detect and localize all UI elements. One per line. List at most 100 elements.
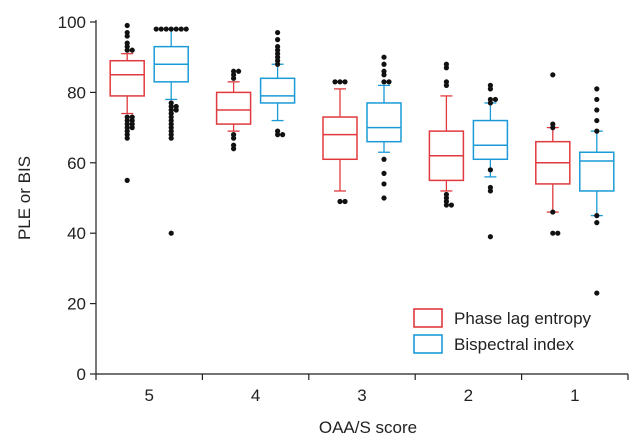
outlier-point <box>168 26 174 32</box>
y-tick-label: 60 <box>67 154 86 173</box>
outlier-point <box>487 96 493 103</box>
outlier-point <box>594 107 600 113</box>
outlier-point <box>158 26 164 32</box>
x-tick-label: 4 <box>251 386 260 405</box>
y-tick-label: 80 <box>67 83 86 102</box>
outlier-point <box>381 181 387 187</box>
outlier-point <box>124 29 130 36</box>
box <box>472 82 509 240</box>
x-axis: 5 4 3 2 1 <box>95 373 629 405</box>
box <box>428 61 465 208</box>
outlier-point <box>386 79 392 85</box>
x-tick-label: 5 <box>144 386 153 405</box>
outlier-point <box>275 128 281 134</box>
outlier-point <box>443 191 449 198</box>
legend-swatch <box>413 308 443 328</box>
outlier-point <box>448 202 454 208</box>
outlier-point <box>443 61 449 67</box>
box-iqr <box>322 116 358 161</box>
y-axis: 0 20 40 60 80 100 <box>58 13 97 384</box>
box <box>153 26 189 236</box>
legend-label: Bispectral index <box>454 335 575 354</box>
box-iqr <box>366 102 402 143</box>
outlier-point <box>124 22 130 29</box>
outlier-point <box>594 86 600 92</box>
outlier-point <box>168 100 174 106</box>
outlier-point <box>381 79 387 85</box>
outlier-point <box>594 290 600 296</box>
outlier-point <box>178 26 184 32</box>
y-tick-label: 20 <box>67 295 86 314</box>
y-tick-label: 40 <box>67 224 86 243</box>
x-axis-title: OAA/S score <box>319 418 417 437</box>
outlier-point <box>183 26 189 32</box>
box <box>215 68 252 152</box>
box-iqr <box>579 151 615 192</box>
outlier-point <box>153 26 159 32</box>
y-tick-label: 0 <box>77 365 86 384</box>
outlier-point <box>236 68 242 74</box>
outlier-point <box>594 117 600 124</box>
outlier-point <box>275 37 281 43</box>
outlier-point <box>275 29 281 36</box>
outlier-point <box>381 156 387 162</box>
outlier-point <box>342 79 348 85</box>
outlier-point <box>594 128 600 134</box>
outlier-point <box>555 230 561 236</box>
box-iqr <box>259 77 296 104</box>
outlier-point <box>124 177 130 183</box>
box-iqr <box>109 59 145 97</box>
outlier-point <box>231 132 237 138</box>
legend: Phase lag entropy Bispectral index <box>413 308 592 354</box>
outlier-point <box>487 82 493 88</box>
outlier-point <box>550 230 556 236</box>
outlier-point <box>337 79 343 85</box>
outlier-point <box>487 234 493 240</box>
outlier-point <box>381 195 387 201</box>
outlier-point <box>280 132 286 138</box>
x-tick-label: 3 <box>357 386 366 405</box>
outlier-point <box>231 68 237 74</box>
outlier-point <box>550 209 556 215</box>
outlier-point <box>342 198 348 205</box>
outlier-point <box>124 114 130 120</box>
box <box>322 79 358 205</box>
outlier-point <box>594 213 600 219</box>
x-tick-label: 1 <box>570 386 579 405</box>
legend-label: Phase lag entropy <box>454 309 592 328</box>
legend-swatch <box>413 334 443 354</box>
outlier-point <box>231 142 237 148</box>
outlier-point <box>173 26 179 32</box>
outlier-point <box>443 79 449 85</box>
box-plot-series <box>109 22 615 296</box>
outlier-point <box>168 230 174 236</box>
box-iqr <box>472 119 509 161</box>
outlier-point <box>594 220 600 226</box>
box <box>579 86 615 296</box>
outlier-point <box>492 96 498 103</box>
outlier-point <box>594 96 600 103</box>
outlier-point <box>550 72 556 78</box>
box-iqr <box>215 91 252 125</box>
box <box>109 22 145 183</box>
box <box>259 29 296 138</box>
box <box>366 54 402 201</box>
outlier-point <box>381 61 387 67</box>
x-tick-label: 2 <box>464 386 473 405</box>
outlier-point <box>124 40 130 46</box>
outlier-point <box>337 198 343 205</box>
outlier-point <box>487 184 493 191</box>
outlier-point <box>129 114 135 120</box>
outlier-point <box>173 103 179 110</box>
outlier-point <box>129 47 135 53</box>
outlier-point <box>487 167 493 173</box>
outlier-point <box>381 54 387 60</box>
outlier-point <box>332 79 338 85</box>
box <box>535 72 571 236</box>
outlier-point <box>275 44 281 50</box>
outlier-point <box>550 121 556 127</box>
y-tick-label: 100 <box>58 13 86 32</box>
y-axis-title: PLE or BIS <box>15 156 34 240</box>
series-bispectral-index <box>153 26 615 296</box>
